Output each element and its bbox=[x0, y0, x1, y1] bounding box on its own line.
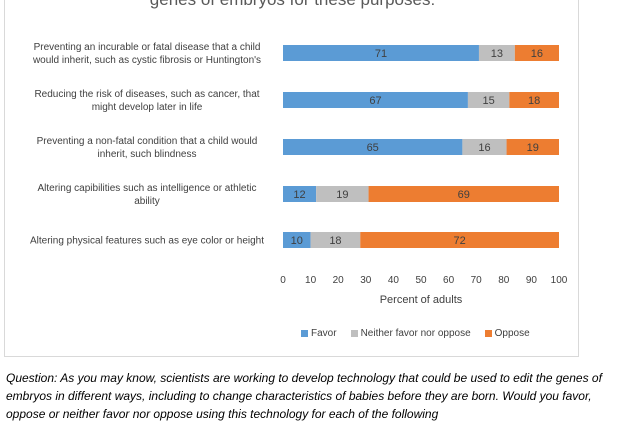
legend-item: Oppose bbox=[484, 328, 530, 339]
category-label: Preventing a non-fatal condition that a … bbox=[37, 136, 258, 147]
chart-title: genes of embryos for these purposes: bbox=[5, 0, 578, 10]
bar-value-label: 18 bbox=[528, 95, 540, 107]
bar-value-label: 69 bbox=[458, 189, 470, 201]
x-tick-label: 20 bbox=[333, 275, 345, 286]
bar-segment bbox=[462, 139, 507, 155]
bar-value-label: 15 bbox=[482, 95, 494, 107]
x-tick-label: 60 bbox=[443, 275, 455, 286]
category-label: Altering capibilities such as intelligen… bbox=[37, 183, 256, 194]
x-tick-label: 40 bbox=[388, 275, 400, 286]
legend-label: Neither favor nor oppose bbox=[360, 328, 471, 339]
bar-segment bbox=[509, 92, 559, 108]
x-tick-label: 0 bbox=[280, 275, 286, 286]
bar-segment bbox=[283, 92, 468, 108]
bar-segment bbox=[360, 232, 559, 248]
bar-segment bbox=[478, 45, 515, 61]
legend-item: Neither favor nor oppose bbox=[350, 328, 471, 339]
x-axis-title: Percent of adults bbox=[380, 294, 463, 306]
bar-value-label: 65 bbox=[367, 142, 379, 154]
bar-value-label: 16 bbox=[478, 142, 490, 154]
x-tick-label: 50 bbox=[415, 275, 427, 286]
legend-label: Oppose bbox=[494, 328, 530, 339]
bar-value-label: 10 bbox=[291, 235, 303, 247]
bar-value-label: 67 bbox=[369, 95, 381, 107]
bar-segment bbox=[514, 45, 559, 61]
question-text: Question: As you may know, scientists ar… bbox=[6, 371, 602, 421]
x-tick-label: 80 bbox=[498, 275, 510, 286]
x-tick-label: 10 bbox=[305, 275, 317, 286]
category-label: Altering physical features such as eye c… bbox=[30, 236, 264, 247]
legend-item: Favor bbox=[301, 328, 337, 339]
category-label: might develop later in life bbox=[92, 102, 203, 113]
category-label: Preventing an incurable or fatal disease… bbox=[34, 42, 261, 53]
category-label: would inherit, such as cystic fibrosis o… bbox=[32, 55, 261, 66]
x-tick-label: 90 bbox=[526, 275, 538, 286]
legend-label: Favor bbox=[311, 328, 337, 339]
legend-swatch bbox=[350, 330, 358, 337]
bar-segment bbox=[316, 186, 369, 202]
bar-segment bbox=[283, 139, 463, 155]
bar-value-label: 19 bbox=[336, 189, 348, 201]
chart-legend: Favor Neither favor nor oppose Oppose bbox=[301, 328, 530, 339]
bar-value-label: 12 bbox=[293, 189, 305, 201]
bar-value-label: 72 bbox=[454, 235, 466, 247]
bar-chart-plot: Preventing an incurable or fatal disease… bbox=[30, 42, 568, 306]
category-label: ability bbox=[134, 196, 160, 207]
legend-swatch bbox=[301, 330, 308, 337]
category-label: Reducing the risk of diseases, such as c… bbox=[34, 89, 259, 100]
bar-segment bbox=[310, 232, 361, 248]
bar-segment bbox=[283, 232, 311, 248]
bar-value-label: 16 bbox=[531, 48, 543, 60]
bar-segment bbox=[467, 92, 510, 108]
bar-value-label: 13 bbox=[491, 48, 503, 60]
x-tick-label: 100 bbox=[551, 275, 568, 286]
bar-segment bbox=[368, 186, 559, 202]
category-label: inherit, such blindness bbox=[98, 149, 197, 160]
bar-segment bbox=[283, 45, 479, 61]
bar-segment bbox=[506, 139, 559, 155]
bar-value-label: 71 bbox=[375, 48, 387, 60]
x-tick-label: 70 bbox=[471, 275, 483, 286]
x-tick-label: 30 bbox=[360, 275, 372, 286]
chart-figure: genes of embryos for these purposes: Pre… bbox=[4, 0, 579, 357]
bar-segment bbox=[283, 186, 317, 202]
bar-value-label: 18 bbox=[329, 235, 341, 247]
bar-value-label: 19 bbox=[527, 142, 539, 154]
legend-swatch bbox=[484, 330, 492, 337]
